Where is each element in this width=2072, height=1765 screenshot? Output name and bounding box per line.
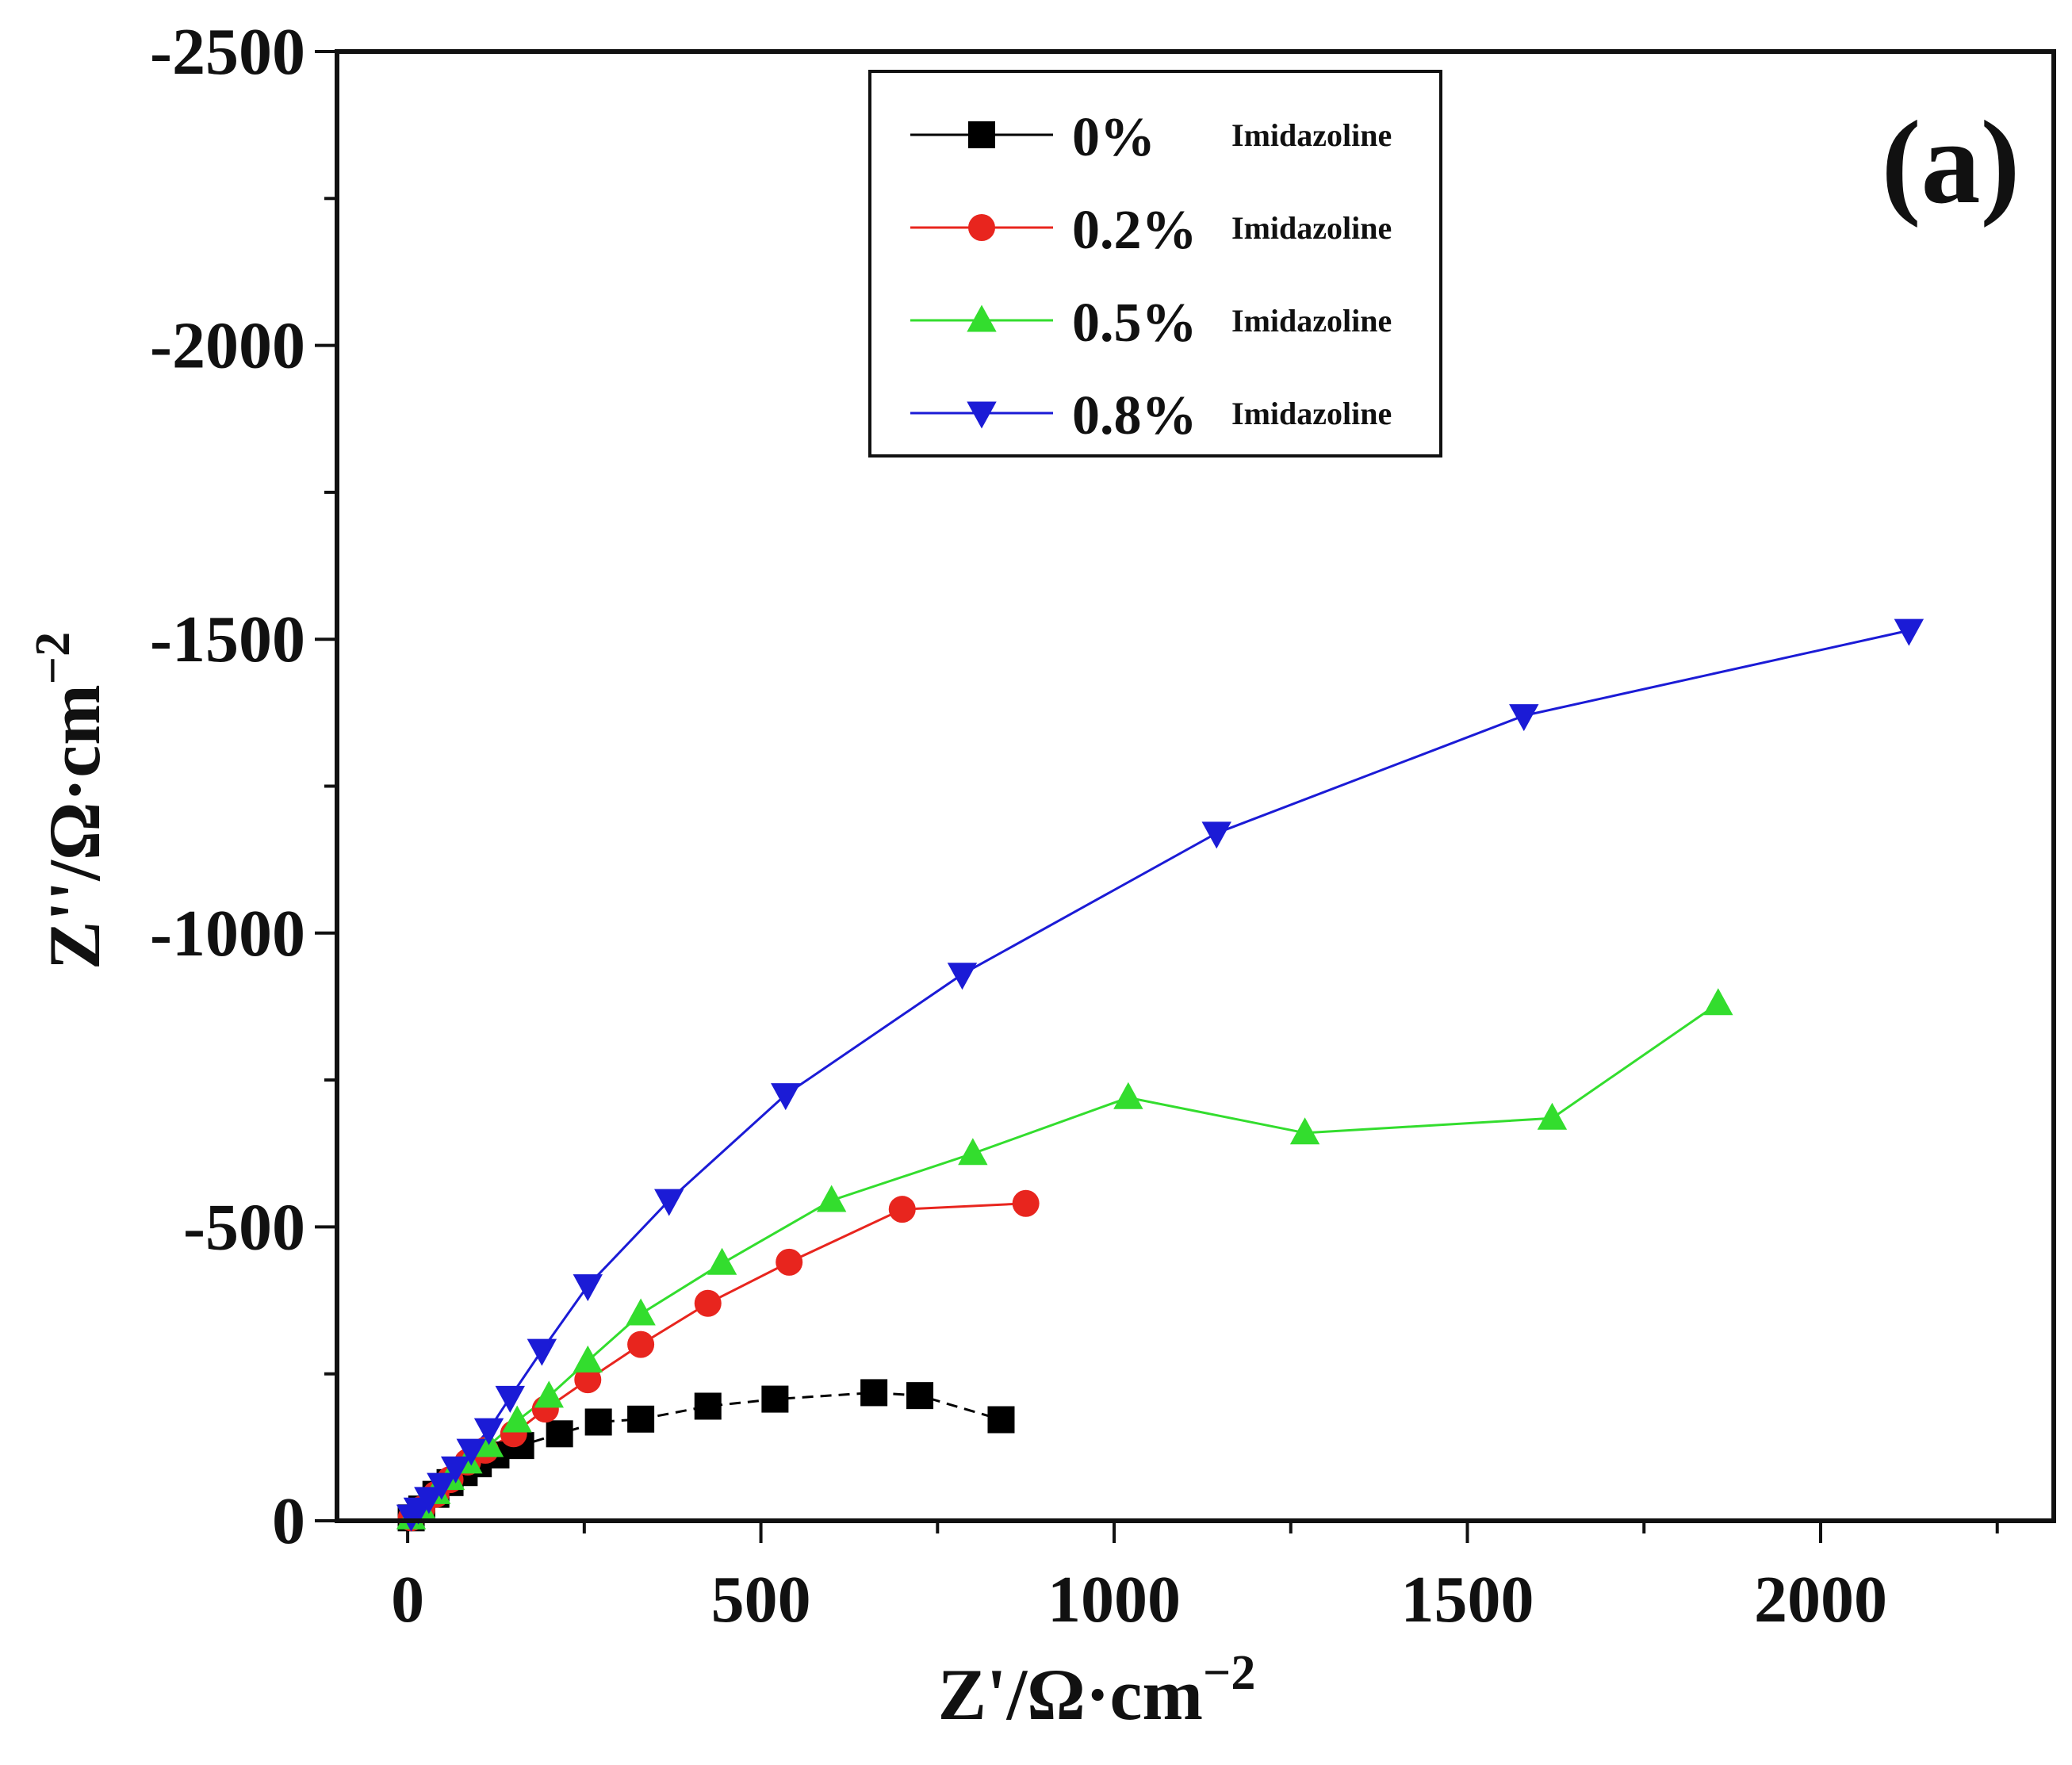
- legend-label-0pct: 0%: [1072, 107, 1155, 168]
- plot-frame: [335, 49, 2056, 1523]
- data-point-0-8pct: [456, 1438, 486, 1466]
- legend-suffix-0-5pct: Imidazoline: [1231, 303, 1392, 339]
- data-point-0-2pct: [888, 1196, 916, 1223]
- legend-marker-0-2pct: [968, 214, 995, 241]
- series-markers: [396, 618, 1925, 1532]
- data-point-0-8pct: [527, 1338, 557, 1366]
- y-tick-label: -1000: [150, 897, 305, 971]
- panel-label: (a): [1882, 97, 2020, 228]
- y-tick-label: -1500: [150, 603, 305, 676]
- legend-marker-0pct: [968, 121, 995, 148]
- data-point-0pct: [584, 1408, 612, 1436]
- data-point-0-5pct: [1703, 988, 1733, 1016]
- data-point-0-5pct: [534, 1380, 564, 1408]
- data-point-0-2pct: [627, 1330, 655, 1358]
- series-lines: [410, 629, 1909, 1519]
- data-point-0-5pct: [707, 1247, 737, 1275]
- data-point-0-5pct: [958, 1138, 988, 1166]
- data-point-0-2pct: [776, 1248, 803, 1276]
- data-point-0-2pct: [694, 1289, 722, 1317]
- legend-suffix-0pct: Imidazoline: [1231, 117, 1392, 153]
- data-point-0-5pct: [1113, 1082, 1143, 1109]
- y-axis-title-exponent: −2: [26, 632, 80, 684]
- data-point-0-8pct: [495, 1385, 525, 1413]
- x-tick-label: 1500: [1401, 1563, 1534, 1637]
- y-tick-label: 0: [272, 1484, 305, 1558]
- data-point-0-5pct: [626, 1298, 656, 1326]
- data-point-0-8pct: [573, 1274, 603, 1302]
- data-point-0-8pct: [427, 1472, 457, 1500]
- data-point-0-8pct: [473, 1418, 504, 1445]
- data-point-0-5pct: [1289, 1117, 1320, 1145]
- data-point-0-2pct: [1012, 1189, 1040, 1217]
- data-point-0-8pct: [654, 1189, 684, 1216]
- legend-suffix-0-2pct: Imidazoline: [1231, 210, 1392, 246]
- data-point-0pct: [906, 1382, 934, 1410]
- axis-tick-labels: 0 500 1000 1500 2000 0 -500 -1000 -1500 -2000 -250…: [150, 15, 1887, 1637]
- y-tick-label: -500: [183, 1190, 305, 1264]
- legend-suffix-0-8pct: Imidazoline: [1231, 396, 1392, 431]
- data-point-0-5pct: [573, 1345, 603, 1373]
- data-point-0-8pct: [947, 963, 978, 990]
- y-tick-label: -2000: [150, 309, 305, 383]
- x-tick-label: 500: [711, 1563, 811, 1637]
- series-line-0-2pct: [410, 1202, 1026, 1519]
- data-point-0pct: [987, 1406, 1015, 1434]
- data-point-0pct: [694, 1392, 722, 1420]
- series-line-0-5pct: [410, 1002, 1719, 1519]
- data-point-0pct: [860, 1379, 888, 1407]
- data-point-0-8pct: [1201, 821, 1231, 849]
- legend-marker-0-5pct: [967, 304, 997, 332]
- y-tick-label: -2500: [150, 15, 305, 89]
- data-point-0-8pct: [1894, 618, 1925, 646]
- legend-label-0-5pct: 0.5%: [1072, 293, 1197, 354]
- legend-label-0-2pct: 0.2%: [1072, 200, 1197, 261]
- data-point-0pct: [761, 1385, 789, 1413]
- data-point-0pct: [627, 1405, 655, 1433]
- data-point-0-8pct: [440, 1456, 471, 1484]
- data-point-0-5pct: [502, 1405, 532, 1433]
- legend-label-0-8pct: 0.8%: [1072, 385, 1197, 446]
- x-tick-label: 0: [391, 1563, 424, 1637]
- data-point-0-8pct: [771, 1083, 801, 1111]
- series-line-0-8pct: [410, 629, 1909, 1518]
- x-tick-label: 2000: [1754, 1563, 1887, 1637]
- x-axis-title-exponent: −2: [1203, 1646, 1255, 1700]
- data-point-0-8pct: [1509, 704, 1539, 732]
- legend-marker-0-8pct: [967, 401, 997, 429]
- legend: 0% Imidazoline 0.2% Imidazoline 0.5% Imidazol…: [868, 70, 1442, 458]
- y-axis-title: Z''/Ω·cm−2: [26, 632, 115, 970]
- data-point-0-2pct: [574, 1366, 602, 1394]
- data-point-0-5pct: [1537, 1102, 1568, 1130]
- data-point-0-8pct: [414, 1487, 444, 1514]
- data-point-0-5pct: [816, 1185, 847, 1212]
- x-axis-title: Z'/Ω·cm−2: [938, 1646, 1256, 1735]
- x-tick-label: 1000: [1047, 1563, 1181, 1637]
- data-point-0pct: [546, 1420, 573, 1448]
